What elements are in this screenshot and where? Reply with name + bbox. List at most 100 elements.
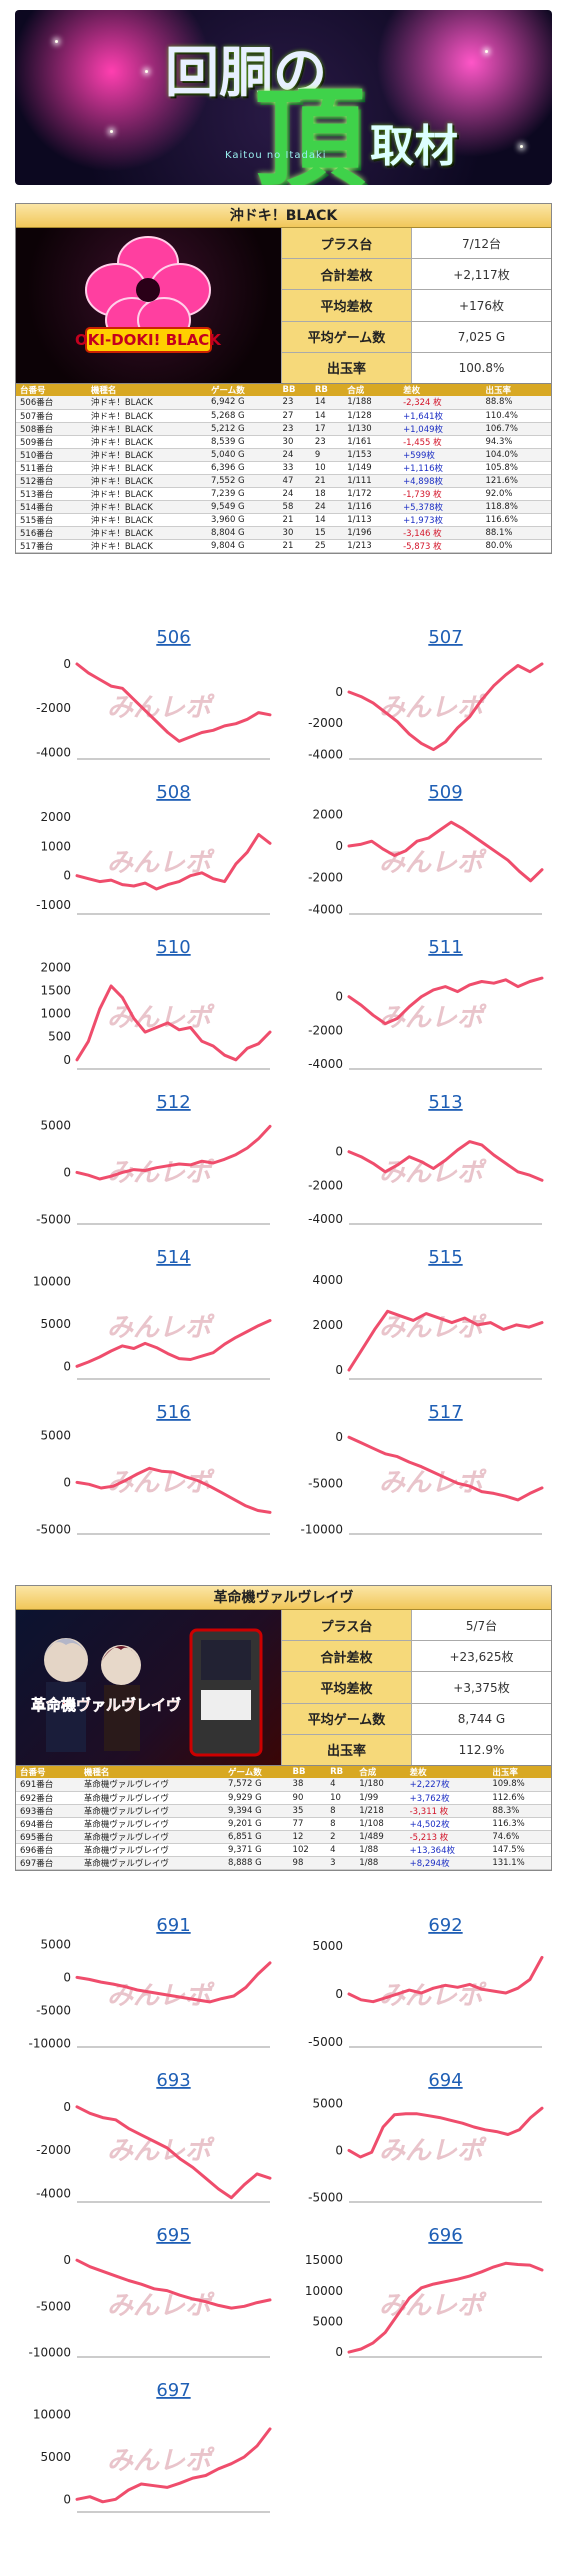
table-cell: 47: [278, 474, 311, 488]
y-tick-label: 0: [63, 1165, 71, 1179]
table-cell: 1/130: [343, 422, 400, 436]
stat-row: プラス台 5/7台: [281, 1610, 551, 1642]
series-line: [75, 1961, 272, 2004]
y-tick-label: -2000: [308, 871, 343, 885]
y-tick-label: 4000: [312, 1273, 343, 1287]
stat-value: +2,117枚: [453, 267, 510, 282]
table-cell: 508番台: [16, 422, 87, 436]
y-tick-label: 0: [335, 1987, 343, 2001]
table-cell: 506番台: [16, 396, 87, 410]
series-line: [75, 1466, 272, 1514]
table-cell: 514番台: [16, 500, 87, 514]
chart-title[interactable]: 516: [156, 1402, 190, 1423]
table-row: 693番台 革命機ヴァルヴレイヴ 9,394 G 35 8 1/218 -3,311 枚 88…: [16, 1804, 551, 1818]
chart-title[interactable]: 514: [156, 1247, 190, 1268]
table-cell: 8,888 G: [224, 1856, 289, 1870]
stat-label: 平均ゲーム数: [282, 1703, 412, 1734]
chart-title[interactable]: 693: [156, 2070, 190, 2091]
y-tick-label: 5000: [40, 1317, 71, 1331]
y-tick-label: 5000: [312, 1939, 343, 1953]
chart-695: 695 みんレポ 0 -5000 -10000: [15, 2223, 280, 2373]
table-cell: 112.6%: [488, 1791, 551, 1805]
table-cell: 沖ドキ！BLACK: [86, 409, 208, 423]
table-cell: 27: [278, 409, 311, 423]
stat-label: 合計差枚: [282, 1641, 412, 1672]
table-cell: 693番台: [16, 1804, 80, 1818]
table-cell: 6,396 G: [207, 461, 279, 475]
table-cell: 104.0%: [481, 448, 551, 462]
section-valvrave: 革命機ヴァルヴレイヴ 革命機ヴァルヴレイヴ プラス台 5/7台 合計差枚 +23,62…: [15, 1585, 552, 1871]
stat-value: 5/7台: [465, 1618, 498, 1633]
table-cell: 1/489: [355, 1830, 406, 1844]
chart-title[interactable]: 697: [156, 2380, 190, 2401]
y-tick-label: 1500: [40, 984, 71, 998]
valvrave-machine-art: 革命機ヴァルヴレイヴ: [16, 1610, 281, 1765]
y-tick-label: -2000: [308, 716, 343, 730]
table-cell: +2,227枚: [405, 1778, 489, 1792]
column-header: 出玉率: [481, 383, 551, 396]
chart-title[interactable]: 509: [428, 782, 462, 803]
table-cell: 2: [326, 1830, 356, 1844]
chart-title[interactable]: 695: [156, 2225, 190, 2246]
table-cell: 9,804 G: [207, 539, 279, 553]
table-cell: 沖ドキ！BLACK: [86, 487, 208, 501]
column-header: 台番号: [16, 1765, 80, 1778]
chart-697: 697 みんレポ 10000 5000 0: [15, 2378, 280, 2528]
chart-title[interactable]: 515: [428, 1247, 462, 1268]
series-line: [75, 1319, 272, 1368]
chart-title[interactable]: 508: [156, 782, 190, 803]
table-cell: +13,364枚: [405, 1843, 489, 1857]
table-cell: 58: [278, 500, 311, 514]
chart-509: 509 みんレポ 2000 0 -2000 -4000: [287, 780, 552, 930]
y-tick-label: -4000: [308, 747, 343, 761]
stat-row: 合計差枚 +2,117枚: [281, 259, 551, 291]
chart-title[interactable]: 512: [156, 1092, 190, 1113]
chart-title[interactable]: 507: [428, 627, 462, 648]
table-row: 691番台 革命機ヴァルヴレイヴ 7,572 G 38 4 1/180 +2,227枚 109…: [16, 1778, 551, 1792]
stat-label: 平均差枚: [282, 290, 412, 321]
chart-title[interactable]: 513: [428, 1092, 462, 1113]
y-tick-label: 5000: [40, 1937, 71, 1951]
line-chart: 515 みんレポ 4000 2000 0: [312, 1247, 544, 1380]
chart-691: 691 みんレポ 5000 0 -5000 -10000: [15, 1913, 280, 2063]
table-cell: 24: [278, 448, 311, 462]
table-cell: 14: [310, 396, 344, 410]
table-cell: 1/180: [355, 1778, 406, 1792]
stat-value: 100.8%: [458, 360, 505, 375]
column-header: 出玉率: [488, 1765, 551, 1778]
chart-title[interactable]: 517: [428, 1402, 462, 1423]
y-tick-label: -10000: [28, 2345, 71, 2359]
chart-title[interactable]: 696: [428, 2225, 462, 2246]
y-tick-label: -4000: [308, 1212, 343, 1226]
table-row: 514番台 沖ドキ！BLACK 9,549 G 58 24 1/116 +5,378枚 118…: [16, 500, 551, 514]
column-header: ゲーム数: [224, 1765, 289, 1778]
chart-title[interactable]: 691: [156, 1915, 190, 1936]
y-tick-label: 0: [63, 1475, 71, 1489]
table-cell: +4,898枚: [399, 474, 482, 488]
stat-value: +3,375枚: [453, 1681, 510, 1695]
chart-title[interactable]: 511: [428, 937, 462, 958]
stat-value: +176枚: [459, 299, 504, 313]
table-row: 507番台 沖ドキ！BLACK 5,268 G 27 14 1/128 +1,641枚 110…: [16, 409, 551, 423]
series-line: [347, 1435, 544, 1502]
table-cell: 4: [326, 1778, 356, 1792]
table-cell: 8,804 G: [207, 526, 279, 540]
table-cell: 沖ドキ！BLACK: [86, 474, 208, 488]
y-tick-label: 0: [335, 839, 343, 853]
table-cell: 507番台: [16, 409, 87, 423]
table-cell: 1/161: [343, 435, 400, 449]
banner-line3: 取材: [370, 121, 458, 172]
table-cell: 1/172: [343, 487, 400, 501]
table-cell: 1/149: [343, 461, 400, 475]
column-header: RB: [326, 1765, 356, 1778]
table-cell: 692番台: [16, 1791, 80, 1805]
series-line: [75, 833, 272, 891]
chart-title[interactable]: 694: [428, 2070, 462, 2091]
series-line: [347, 976, 544, 1026]
y-tick-label: -5000: [308, 2035, 343, 2049]
chart-title[interactable]: 510: [156, 937, 190, 958]
chart-title[interactable]: 506: [156, 627, 190, 648]
chart-title[interactable]: 692: [428, 1915, 462, 1936]
chart-511: 511 みんレポ 0 -2000 -4000: [287, 935, 552, 1085]
